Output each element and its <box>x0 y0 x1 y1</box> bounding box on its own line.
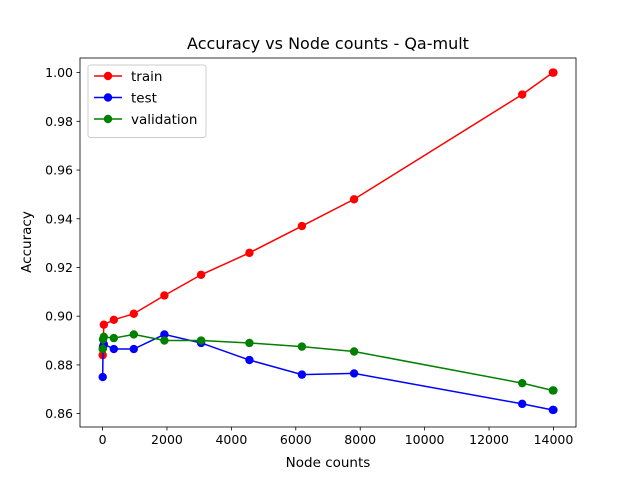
data-point-validation <box>549 386 558 395</box>
data-point-test <box>160 330 169 339</box>
data-point-validation <box>160 336 169 345</box>
data-point-train <box>349 195 359 204</box>
legend-marker <box>103 93 113 102</box>
data-point-test <box>349 369 359 378</box>
data-point-validation <box>518 378 527 388</box>
legend-entry-train: train <box>94 69 162 85</box>
data-point-test <box>297 370 307 379</box>
x-tick-label: 0 <box>99 432 107 447</box>
y-tick-label: 0.96 <box>45 163 73 178</box>
data-point-test <box>549 405 558 415</box>
series-validation <box>98 330 558 395</box>
axes-layer: 0 2000 4000 6000 8000 10000 12000 14000 0.86 0.88… <box>45 57 577 447</box>
y-axis-title: Accuracy <box>19 211 35 273</box>
plot-frame <box>79 57 577 428</box>
chart-title: Accuracy vs Node counts - Qa-mult <box>187 34 469 53</box>
data-point-train <box>99 320 109 329</box>
x-tick-label: 8000 <box>344 432 376 447</box>
data-point-validation <box>245 338 254 348</box>
legend-label: train <box>131 69 162 85</box>
x-tick-label: 6000 <box>280 432 312 447</box>
y-tick-label: 0.90 <box>45 309 73 324</box>
x-tick-label: 4000 <box>215 432 247 447</box>
legend-label: test <box>131 90 157 106</box>
data-point-test <box>245 355 254 365</box>
data-point-train <box>245 248 254 258</box>
data-point-train <box>109 315 119 325</box>
data-point-test <box>109 344 119 354</box>
legend: train test validation <box>87 64 207 138</box>
data-point-train <box>196 270 206 279</box>
y-tick-label: 0.86 <box>45 406 73 421</box>
series-train <box>98 68 558 360</box>
legend-marker <box>103 114 113 124</box>
data-point-validation <box>109 333 119 343</box>
data-point-test <box>129 344 138 354</box>
x-tick-label: 12000 <box>469 432 509 447</box>
x-tick-label: 14000 <box>534 432 574 447</box>
y-tick-label: 0.98 <box>45 114 73 129</box>
data-point-validation <box>196 336 206 345</box>
x-tick-label: 10000 <box>405 432 445 447</box>
data-point-train <box>129 309 138 318</box>
legend-entry-validation: validation <box>94 112 197 128</box>
y-tick-label: 0.88 <box>45 357 73 372</box>
data-point-train <box>518 90 527 99</box>
data-point-train <box>549 68 558 77</box>
data-point-train <box>297 221 307 231</box>
data-point-validation <box>99 332 109 342</box>
data-point-validation <box>129 330 138 339</box>
data-point-validation <box>297 342 307 351</box>
data-point-test <box>98 372 107 382</box>
legend-marker <box>103 71 113 81</box>
y-tick-label: 0.94 <box>45 211 73 226</box>
y-tick-label: 0.92 <box>45 260 73 275</box>
data-point-test <box>518 399 527 409</box>
series-layer <box>98 68 558 415</box>
data-point-validation <box>349 347 359 356</box>
data-point-validation <box>98 344 107 354</box>
data-point-train <box>160 291 169 300</box>
legend-label: validation <box>131 112 197 128</box>
x-axis-title: Node counts <box>286 455 371 471</box>
x-tick-label: 2000 <box>151 432 183 447</box>
legend-entry-test: test <box>94 90 157 106</box>
y-tick-label: 1.00 <box>45 65 73 80</box>
